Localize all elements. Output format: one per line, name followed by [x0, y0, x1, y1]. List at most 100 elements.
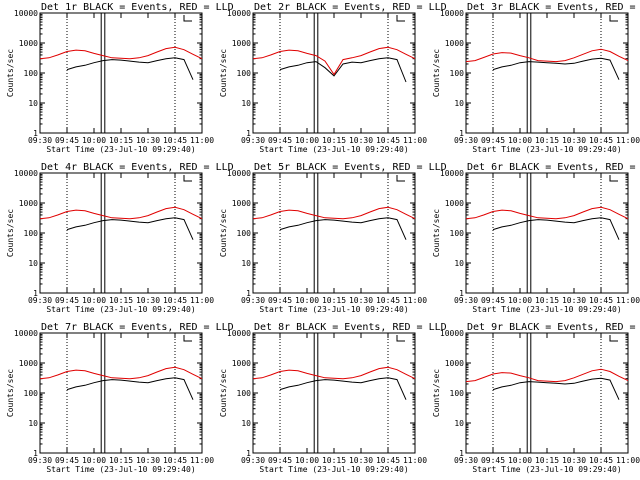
y-tick-label: 10 [241, 419, 251, 428]
y-tick-label: 10 [28, 99, 38, 108]
x-tick-label: 09:30 [28, 456, 52, 465]
chart-title: Det 1r BLACK = Events, RED = LLD [41, 2, 234, 13]
y-axis-label: Counts/sec [219, 369, 228, 417]
x-axis-label: Start Time (23-Jul-10 09:29:40) [46, 145, 195, 154]
x-axis-label: Start Time (23-Jul-10 09:29:40) [259, 305, 408, 314]
y-tick-label: 10000 [440, 329, 464, 338]
corner-mark [183, 335, 192, 342]
y-tick-label: 1 [459, 449, 464, 458]
y-tick-label: 100 [450, 389, 465, 398]
y-tick-label: 1 [33, 129, 38, 138]
x-tick-label: 10:45 [163, 456, 187, 465]
series-line-lld [465, 206, 629, 220]
x-tick-label: 09:45 [55, 136, 79, 145]
y-tick-label: 1000 [232, 199, 251, 208]
y-axis-label: Counts/sec [6, 49, 15, 97]
x-tick-label: 10:00 [508, 456, 532, 465]
series-line-lld [252, 206, 416, 220]
corner-mark [183, 15, 192, 22]
x-tick-label: 10:30 [562, 136, 586, 145]
y-tick-label: 1000 [445, 359, 464, 368]
x-tick-label: 11:00 [190, 456, 214, 465]
y-tick-label: 10000 [14, 329, 38, 338]
x-tick-label: 11:00 [616, 296, 640, 305]
x-tick-label: 11:00 [190, 136, 214, 145]
y-tick-label: 100 [450, 69, 465, 78]
plot-frame [39, 332, 203, 454]
x-tick-label: 09:45 [481, 296, 505, 305]
chart-panel-9: Det 9r BLACK = Events, RED = LLD 1 10 100 10… [432, 322, 640, 474]
series-line-lld [39, 366, 203, 380]
x-tick-label: 10:45 [163, 296, 187, 305]
y-tick-label: 1 [246, 289, 251, 298]
chart-panel-2: Det 2r BLACK = Events, RED = LLD 1 10 100 10… [219, 2, 447, 154]
x-tick-label: 09:45 [481, 136, 505, 145]
y-tick-label: 10000 [227, 9, 251, 18]
x-tick-label: 10:30 [136, 456, 160, 465]
plot-frame [39, 12, 203, 134]
series-line-events [279, 217, 407, 240]
x-tick-label: 10:00 [508, 136, 532, 145]
x-tick-label: 10:00 [82, 136, 106, 145]
x-tick-label: 09:45 [55, 456, 79, 465]
x-tick-label: 10:15 [322, 136, 346, 145]
x-tick-label: 10:00 [82, 296, 106, 305]
series-line-events [279, 57, 407, 83]
y-tick-label: 1000 [19, 39, 38, 48]
x-tick-label: 10:30 [349, 136, 373, 145]
x-tick-label: 11:00 [403, 296, 427, 305]
x-tick-label: 10:15 [535, 296, 559, 305]
y-tick-label: 10 [454, 419, 464, 428]
y-axis-label: Counts/sec [432, 209, 441, 257]
series-line-lld [39, 206, 203, 220]
x-tick-label: 10:15 [322, 296, 346, 305]
x-tick-label: 10:45 [376, 456, 400, 465]
plot-frame [465, 12, 629, 134]
x-tick-label: 10:45 [376, 296, 400, 305]
x-tick-label: 10:30 [349, 456, 373, 465]
corner-mark [609, 335, 618, 342]
x-tick-label: 10:45 [163, 136, 187, 145]
y-tick-label: 10000 [440, 169, 464, 178]
chart-panel-3: Det 3r BLACK = Events, RED = LLD 1 10 100 10… [432, 2, 640, 154]
x-tick-label: 10:15 [109, 136, 133, 145]
corner-mark [396, 335, 405, 342]
y-tick-label: 10 [241, 259, 251, 268]
y-tick-label: 10 [454, 99, 464, 108]
y-tick-label: 100 [237, 229, 252, 238]
series-line-lld [39, 46, 203, 60]
y-tick-label: 1000 [19, 199, 38, 208]
y-tick-label: 1000 [19, 359, 38, 368]
series-line-events [66, 377, 194, 400]
y-tick-label: 1 [459, 289, 464, 298]
y-axis-label: Counts/sec [432, 369, 441, 417]
x-tick-label: 10:15 [322, 456, 346, 465]
chart-title: Det 8r BLACK = Events, RED = LLD [254, 322, 447, 333]
y-axis-label: Counts/sec [432, 49, 441, 97]
y-tick-label: 1 [33, 449, 38, 458]
x-axis-label: Start Time (23-Jul-10 09:29:40) [472, 305, 621, 314]
x-tick-label: 10:15 [535, 456, 559, 465]
chart-title: Det 9r BLACK = Events, RED = LLD [467, 322, 640, 333]
x-tick-label: 09:45 [268, 456, 292, 465]
x-axis-label: Start Time (23-Jul-10 09:29:40) [472, 145, 621, 154]
y-tick-label: 100 [24, 389, 39, 398]
x-tick-label: 09:45 [268, 136, 292, 145]
y-tick-label: 1000 [445, 199, 464, 208]
y-axis-label: Counts/sec [6, 369, 15, 417]
series-line-events [66, 217, 194, 240]
y-tick-label: 1 [246, 449, 251, 458]
x-tick-label: 10:45 [589, 296, 613, 305]
x-tick-label: 11:00 [403, 456, 427, 465]
chart-panel-6: Det 6r BLACK = Events, RED = LLD 1 10 100 10… [432, 162, 640, 314]
x-axis-label: Start Time (23-Jul-10 09:29:40) [46, 305, 195, 314]
x-tick-label: 09:30 [454, 456, 478, 465]
plot-frame [39, 172, 203, 294]
x-tick-label: 09:45 [55, 296, 79, 305]
x-tick-label: 10:15 [109, 456, 133, 465]
x-tick-label: 10:30 [562, 296, 586, 305]
plot-frame [465, 332, 629, 454]
y-tick-label: 1000 [232, 359, 251, 368]
y-tick-label: 100 [237, 69, 252, 78]
